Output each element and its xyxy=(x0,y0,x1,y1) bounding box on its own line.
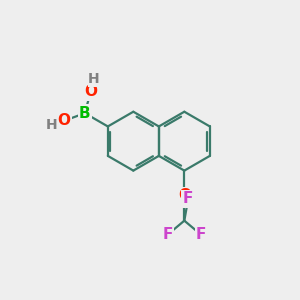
Text: F: F xyxy=(183,191,194,206)
Text: F: F xyxy=(162,227,172,242)
Text: H: H xyxy=(88,72,100,86)
Text: O: O xyxy=(84,84,97,99)
Text: F: F xyxy=(196,227,206,242)
Text: H: H xyxy=(46,118,58,132)
Text: O: O xyxy=(178,188,191,203)
Text: O: O xyxy=(58,113,70,128)
Text: B: B xyxy=(79,106,91,121)
